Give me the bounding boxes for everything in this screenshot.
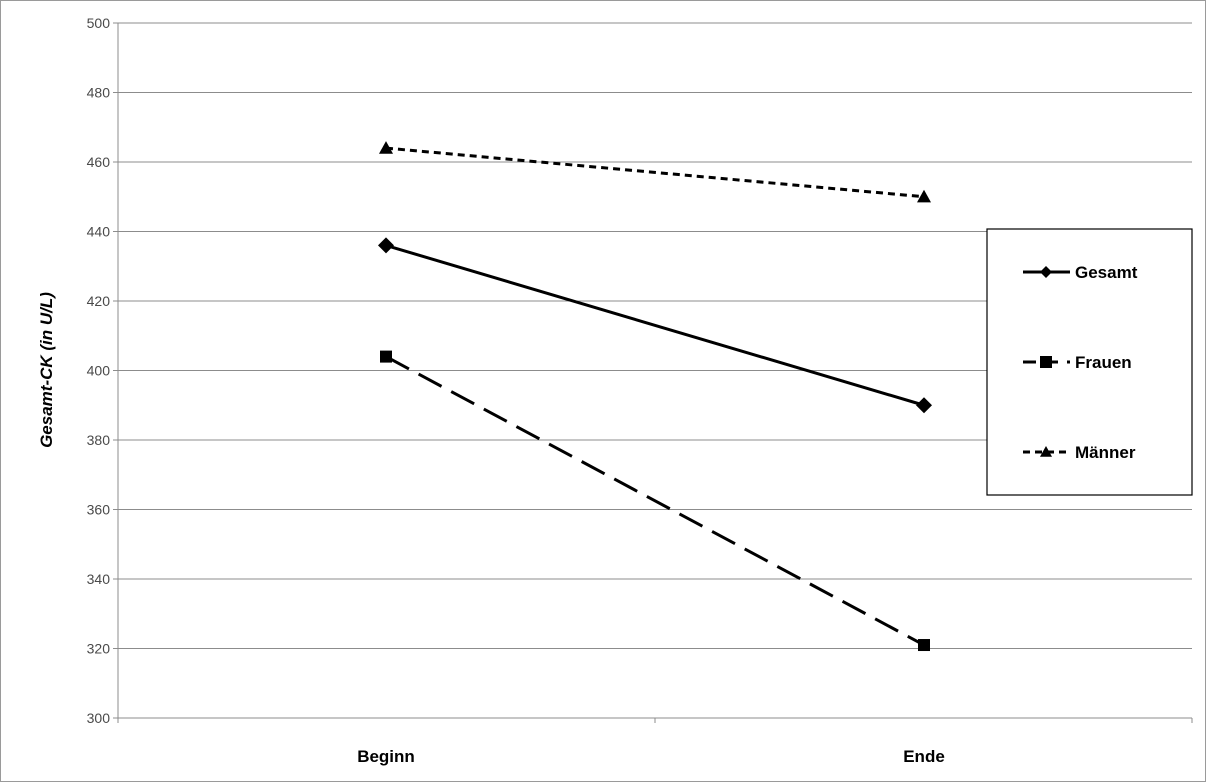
data-point-frauen: [380, 350, 392, 363]
x-tick-label: Ende: [903, 747, 945, 766]
y-tick-label: 420: [87, 293, 111, 309]
legend-label: Männer: [1075, 443, 1136, 462]
data-point-frauen: [918, 639, 930, 652]
legend-box: [986, 228, 1193, 496]
series-group: [378, 141, 932, 652]
data-point-gesamt: [916, 397, 932, 414]
legend-entry-gesamt: Gesamt: [1023, 263, 1138, 282]
series-line-maenner: [385, 146, 925, 199]
y-tick-label: 460: [87, 154, 111, 170]
y-tick-label: 500: [87, 15, 111, 31]
data-point-maenner: [379, 141, 393, 154]
y-tick-label: 340: [87, 571, 111, 587]
legend-label: Gesamt: [1075, 263, 1138, 282]
y-tick-labels: 300 320 340 360 380 400 420 440 460 480 500: [87, 15, 111, 726]
series-line-gesamt: [385, 243, 925, 407]
legend-entry-frauen: Frauen: [1023, 353, 1132, 372]
y-tick-label: 480: [87, 85, 111, 101]
legend-marker: [1040, 356, 1052, 368]
y-tick-label: 440: [87, 224, 111, 240]
series-frauen: [380, 350, 930, 652]
y-tick-label: 360: [87, 502, 111, 518]
legend-marker: [1040, 446, 1052, 457]
series-gesamt: [378, 237, 932, 414]
data-point-maenner: [917, 189, 931, 203]
y-axis-title: Gesamt-CK (in U/L): [37, 292, 56, 448]
axes: [117, 23, 1193, 723]
legend: Gesamt Frauen Männer: [986, 228, 1193, 496]
legend-label: Frauen: [1075, 353, 1132, 372]
legend-marker: [1040, 266, 1052, 278]
y-tick-label: 320: [87, 641, 111, 657]
y-tick-label: 380: [87, 432, 111, 448]
series-line-frauen: [385, 355, 925, 647]
x-tick-label: Beginn: [357, 747, 415, 766]
x-tick-labels: Beginn Ende: [357, 747, 945, 766]
y-tick-label: 400: [87, 363, 111, 379]
y-tick-label: 300: [87, 710, 111, 726]
legend-entry-maenner: Männer: [1023, 443, 1136, 462]
series-maenner: [379, 141, 931, 203]
data-point-gesamt: [378, 237, 394, 254]
